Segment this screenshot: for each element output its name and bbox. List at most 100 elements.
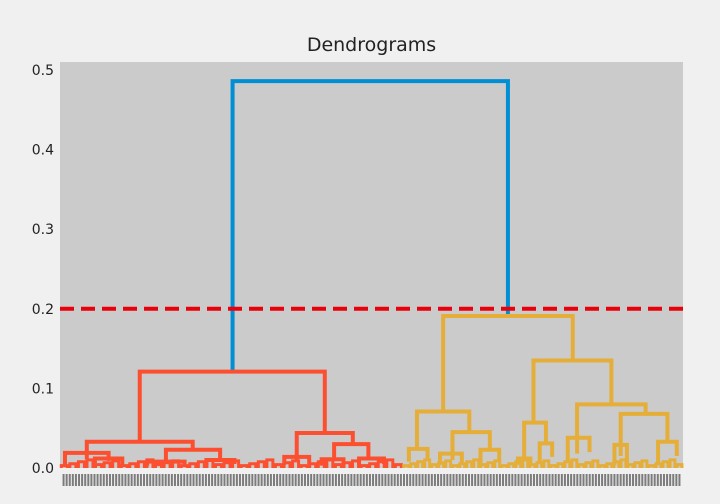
leaf-label <box>430 474 433 486</box>
leaf-label <box>573 474 576 486</box>
leaf-link <box>59 464 69 468</box>
leaf-label <box>266 474 269 486</box>
dendrogram-link <box>438 451 464 465</box>
leaf-link <box>136 460 146 468</box>
leaf-label <box>121 474 124 486</box>
dendrogram-link <box>230 79 510 372</box>
leaf-label <box>378 474 381 486</box>
leaf-label <box>269 474 272 486</box>
leaf-label <box>319 474 322 486</box>
leaf-label <box>192 474 195 486</box>
leaf-label <box>427 474 430 486</box>
leaf-label <box>396 474 399 486</box>
leaf-label <box>505 474 508 486</box>
leaf-label <box>628 474 631 486</box>
leaf-link <box>577 463 586 468</box>
leaf-label <box>344 474 347 486</box>
dendrogram-link <box>515 456 533 465</box>
leaf-link <box>479 463 488 468</box>
leaf-label <box>471 474 474 486</box>
y-tick-label: 0.0 <box>32 461 54 477</box>
leaf-label <box>570 474 573 486</box>
leaf-label <box>356 474 359 486</box>
leaf-label <box>399 474 402 486</box>
leaf-label <box>520 474 523 486</box>
leaf-link <box>68 462 78 468</box>
leaf-label <box>517 474 520 486</box>
leaf-link <box>393 463 403 468</box>
leaf-label <box>297 474 300 486</box>
dendrogram-link <box>414 409 472 449</box>
leaf-label <box>195 474 198 486</box>
leaf-link <box>111 459 121 468</box>
dendrogram-link <box>618 411 670 457</box>
y-tick-label: 0.5 <box>32 63 54 79</box>
leaf-link <box>507 462 516 468</box>
leaf-label <box>542 474 545 486</box>
leaf-link <box>556 462 565 468</box>
leaf-label <box>325 474 328 486</box>
leaf-link <box>430 463 439 468</box>
leaf-label <box>115 474 118 486</box>
y-tick-label: 0.3 <box>32 222 54 238</box>
leaf-label <box>526 474 529 486</box>
leaf-label <box>102 474 105 486</box>
leaf-link <box>409 462 418 468</box>
dendrogram-link <box>575 402 648 454</box>
leaf-label <box>557 474 560 486</box>
leaf-label <box>641 474 644 486</box>
leaf-label <box>412 474 415 486</box>
leaf-label <box>217 474 220 486</box>
leaf-label <box>273 474 276 486</box>
leaf-link <box>179 464 189 468</box>
leaf-link <box>486 461 495 468</box>
leaf-label <box>220 474 223 486</box>
leaf-label <box>483 474 486 486</box>
leaf-link <box>119 464 129 468</box>
leaf-label <box>90 474 93 486</box>
leaf-label <box>409 474 412 486</box>
leaf-label <box>223 474 226 486</box>
leaf-label <box>418 474 421 486</box>
leaf-label <box>597 474 600 486</box>
leaf-label <box>328 474 331 486</box>
leaf-label <box>338 474 341 486</box>
chart-title: Dendrograms <box>306 34 437 56</box>
leaf-label <box>495 474 498 486</box>
leaf-labels <box>62 474 681 486</box>
leaf-label <box>71 474 74 486</box>
leaf-label <box>288 474 291 486</box>
leaf-label <box>341 474 344 486</box>
leaf-label <box>279 474 282 486</box>
dendrogram-link <box>294 430 355 461</box>
leaf-label <box>136 474 139 486</box>
leaf-label <box>260 474 263 486</box>
leaf-label <box>204 474 207 486</box>
leaf-label <box>440 474 443 486</box>
leaf-link <box>444 459 453 468</box>
leaf-link <box>102 461 112 468</box>
leaf-label <box>551 474 554 486</box>
leaf-label <box>480 474 483 486</box>
leaf-link <box>570 458 579 468</box>
leaf-link <box>500 464 509 468</box>
leaf-label <box>591 474 594 486</box>
leaf-label <box>678 474 681 486</box>
leaf-label <box>263 474 266 486</box>
leaf-label <box>242 474 245 486</box>
leaf-label <box>112 474 115 486</box>
leaf-link <box>458 462 467 468</box>
leaf-link <box>299 464 309 468</box>
leaf-label <box>285 474 288 486</box>
leaf-label <box>238 474 241 486</box>
leaf-label <box>93 474 96 486</box>
leaf-link <box>416 460 425 468</box>
leaf-label <box>585 474 588 486</box>
leaf-label <box>65 474 68 486</box>
leaf-label <box>226 474 229 486</box>
leaf-label <box>214 474 217 486</box>
leaf-label <box>498 474 501 486</box>
leaf-link <box>563 460 572 468</box>
leaf-label <box>108 474 111 486</box>
leaf-label <box>548 474 551 486</box>
